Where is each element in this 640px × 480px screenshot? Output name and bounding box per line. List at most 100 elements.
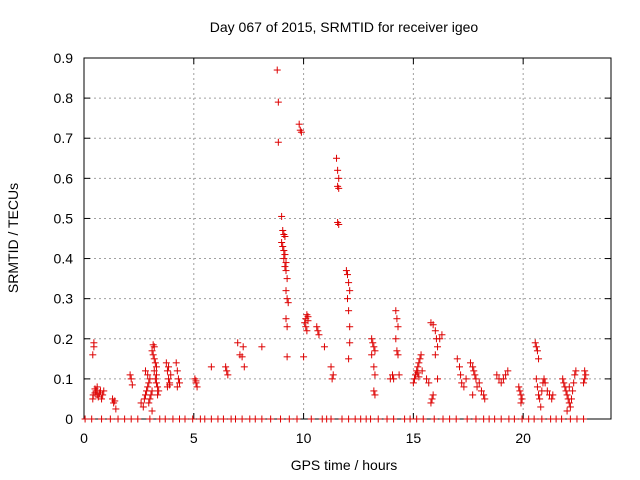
data-point [565,399,573,407]
data-point [327,363,335,371]
data-point [282,287,290,295]
data-point [81,415,89,423]
data-point [458,379,466,387]
data-point [89,351,97,359]
data-point [238,353,246,361]
data-point [207,415,215,423]
data-point [342,267,350,275]
data-point [569,387,577,395]
data-point [570,379,578,387]
data-point [344,295,351,303]
data-point [126,371,134,379]
data-point [300,353,308,361]
data-point [510,415,518,423]
data-point [144,371,152,379]
data-point [201,415,209,423]
data-point [222,363,230,371]
data-point [548,395,556,403]
data-point [572,367,580,375]
data-point [389,371,397,379]
data-point [148,387,156,395]
data-point [327,415,335,423]
data-point [279,226,287,234]
data-point [504,367,512,375]
data-point [163,367,171,375]
data-point [328,375,336,383]
data-point [121,415,129,423]
data-point [533,383,541,391]
data-point [535,355,543,363]
data-point [394,323,402,331]
data-point [88,415,96,423]
data-point [473,383,481,391]
data-point [151,359,159,367]
data-point [295,120,303,128]
data-point [530,415,538,423]
data-point [475,379,483,387]
data-point [463,415,471,423]
data-point [149,351,157,359]
data-point [371,371,379,379]
data-point [438,331,446,339]
data-point [134,415,142,423]
data-point [453,355,461,363]
data-point [192,377,200,385]
data-point [189,415,197,423]
y-tick-label: 0.3 [54,291,74,307]
data-point [111,397,119,405]
data-point [345,307,353,315]
data-point [392,335,400,343]
data-point [193,383,201,391]
x-tick-label: 10 [296,430,312,446]
data-point [493,371,501,379]
data-point [518,415,526,423]
data-point [165,363,173,371]
data-point [279,243,287,251]
x-tick-label: 15 [406,430,422,446]
data-point [224,371,232,379]
data-point [416,355,424,363]
data-point [145,379,153,387]
data-point [283,353,291,361]
data-point [239,343,247,351]
y-tick-label: 0.7 [54,130,74,146]
data-point [278,212,286,220]
data-point [368,335,376,343]
data-point [232,415,240,423]
data-point [541,379,549,387]
data-point [418,367,426,375]
data-point [581,367,589,375]
data-point [282,267,290,275]
data-point [428,395,436,403]
data-point [155,387,163,395]
data-point [169,415,177,423]
data-point [338,415,346,423]
data-point [427,399,435,407]
data-point [419,415,427,423]
data-point [240,363,248,371]
data-point [533,347,541,355]
data-point [460,383,468,391]
data-point [345,279,353,287]
data-point [414,363,422,371]
data-point [540,375,548,383]
data-point [335,174,343,182]
x-tick-label: 5 [190,430,198,446]
data-point [304,317,312,325]
data-point [141,367,149,375]
data-point [439,415,447,423]
data-point [273,66,281,74]
data-point [162,359,170,367]
data-point [477,387,485,395]
data-point [313,323,321,331]
data-point [517,391,525,399]
data-point [99,391,107,399]
data-point [146,395,154,403]
data-point [558,415,566,423]
data-point [481,395,489,403]
data-point [127,375,135,383]
data-point [566,415,574,423]
data-point [106,415,114,423]
axis-ticks: 0 0.1 0.2 0.3 0.4 0.5 0.6 0.7 0.8 0.9 0 5 10 15 20 [54,50,611,446]
